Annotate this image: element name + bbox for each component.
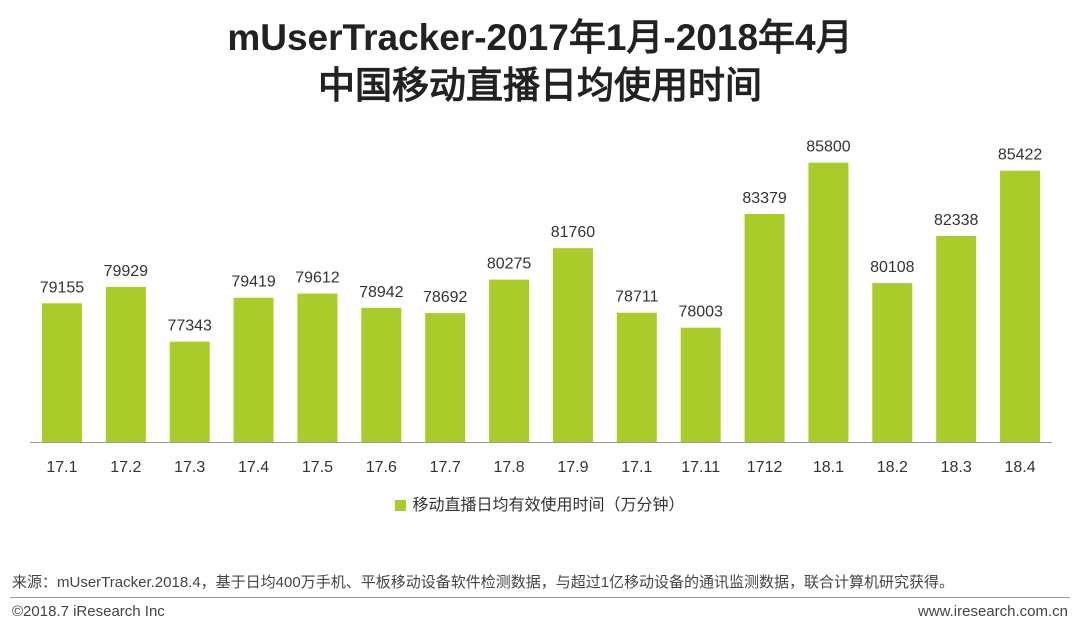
bar-6	[361, 307, 402, 442]
data-label-7: 78692	[423, 289, 468, 306]
data-label-11: 78003	[678, 304, 723, 321]
bar-13	[808, 162, 849, 442]
x-tick-label-2: 17.2	[110, 459, 141, 476]
bar-16	[1000, 170, 1041, 442]
x-tick-label-15: 18.3	[941, 459, 972, 476]
bar-5	[297, 293, 338, 442]
x-tick-label-6: 17.6	[366, 459, 397, 476]
bar-15	[936, 235, 977, 442]
bar-12	[744, 213, 785, 442]
bar-11	[680, 327, 721, 442]
x-tick-label-3: 17.3	[174, 459, 205, 476]
x-tick-label-12: 1712	[747, 459, 783, 476]
data-label-9: 81760	[551, 224, 596, 241]
x-tick-label-4: 17.4	[238, 459, 269, 476]
x-tick-label-9: 17.9	[557, 459, 588, 476]
data-label-3: 77343	[167, 318, 212, 335]
bar-1	[41, 303, 82, 442]
legend-swatch	[395, 500, 407, 511]
bar-7	[425, 313, 466, 442]
bar-chart: 79155 17.1 79929 17.2 77343 17.3 79419 17.4 7961…	[30, 139, 1052, 476]
bar-3	[169, 341, 210, 442]
legend: 移动直播日均有效使用时间（万分钟）	[0, 491, 1080, 515]
bar-9	[552, 248, 593, 442]
bar-14	[872, 283, 913, 442]
data-label-16: 85422	[998, 147, 1043, 164]
x-tick-label-11: 17.11	[681, 459, 720, 476]
x-tick-label-10: 17.1	[621, 459, 652, 476]
bar-2	[105, 286, 146, 442]
x-tick-label-16: 18.4	[1004, 459, 1035, 476]
data-label-2: 79929	[104, 263, 149, 280]
x-tick-label-1: 17.1	[46, 459, 77, 476]
bar-4	[233, 297, 274, 442]
data-label-5: 79612	[295, 270, 340, 287]
bar-8	[489, 279, 530, 442]
x-tick-label-7: 17.7	[430, 459, 461, 476]
data-label-6: 78942	[359, 284, 404, 301]
website: www.iresearch.com.cn	[917, 603, 1068, 620]
data-label-8: 80275	[487, 256, 532, 273]
x-tick-label-8: 17.8	[493, 459, 524, 476]
data-label-15: 82338	[934, 212, 979, 229]
data-label-10: 78711	[615, 289, 658, 306]
x-tick-label-13: 18.1	[813, 459, 844, 476]
data-label-14: 80108	[870, 259, 915, 276]
bar-10	[616, 312, 657, 442]
legend-label: 移动直播日均有效使用时间（万分钟）	[412, 497, 685, 514]
data-label-13: 85800	[806, 139, 851, 156]
x-tick-label-5: 17.5	[302, 459, 333, 476]
data-label-1: 79155	[40, 279, 85, 296]
source-note: 来源：mUserTracker.2018.4，基于日均400万手机、平板移动设备…	[12, 574, 955, 591]
chart-title-line-1: mUserTracker-2017年1月-2018年4月	[227, 17, 853, 58]
copyright: ©2018.7 iResearch Inc	[12, 603, 165, 620]
data-label-4: 79419	[231, 274, 276, 291]
chart-title-line-2: 中国移动直播日均使用时间	[318, 65, 762, 106]
footer-divider	[10, 597, 1070, 598]
x-tick-label-14: 18.2	[877, 459, 908, 476]
data-label-12: 83379	[742, 190, 787, 207]
